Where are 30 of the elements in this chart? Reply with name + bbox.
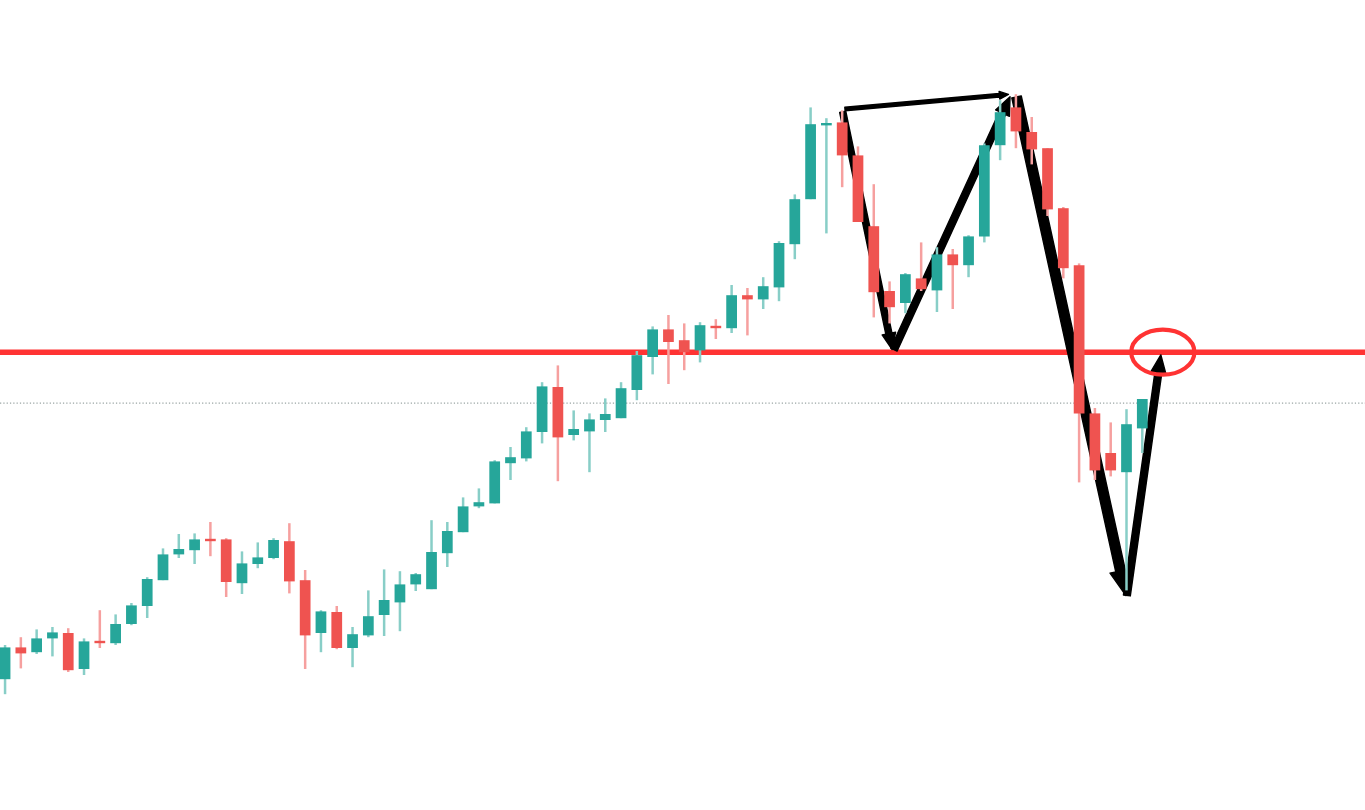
candlestick bbox=[1105, 421, 1117, 478]
candlestick bbox=[362, 589, 374, 639]
candlestick bbox=[757, 275, 769, 311]
candlestick bbox=[884, 280, 895, 325]
candlestick bbox=[378, 568, 390, 638]
candlestick bbox=[568, 409, 580, 442]
candlestick bbox=[742, 286, 753, 337]
candlestick bbox=[347, 625, 358, 669]
candlestick bbox=[315, 608, 327, 654]
candlestick bbox=[394, 569, 406, 633]
candlestick bbox=[15, 635, 27, 670]
candlestick bbox=[31, 628, 43, 656]
candlestick bbox=[441, 520, 453, 569]
candlestick bbox=[505, 445, 516, 482]
candlestick bbox=[947, 247, 959, 311]
candlestick bbox=[1026, 115, 1038, 166]
candlestick bbox=[110, 613, 121, 647]
candlestick bbox=[1010, 92, 1022, 150]
candlestick bbox=[252, 541, 264, 570]
candlestick bbox=[678, 322, 690, 372]
candlestick bbox=[663, 313, 674, 386]
candlestick bbox=[47, 625, 58, 658]
candlestick bbox=[584, 412, 595, 474]
candlestick bbox=[236, 550, 248, 596]
candlestick bbox=[126, 601, 137, 627]
candlestick bbox=[915, 241, 927, 293]
candlestick bbox=[173, 532, 185, 560]
candlestick bbox=[599, 397, 611, 434]
candlestick bbox=[189, 532, 200, 566]
candlestick bbox=[268, 536, 279, 561]
